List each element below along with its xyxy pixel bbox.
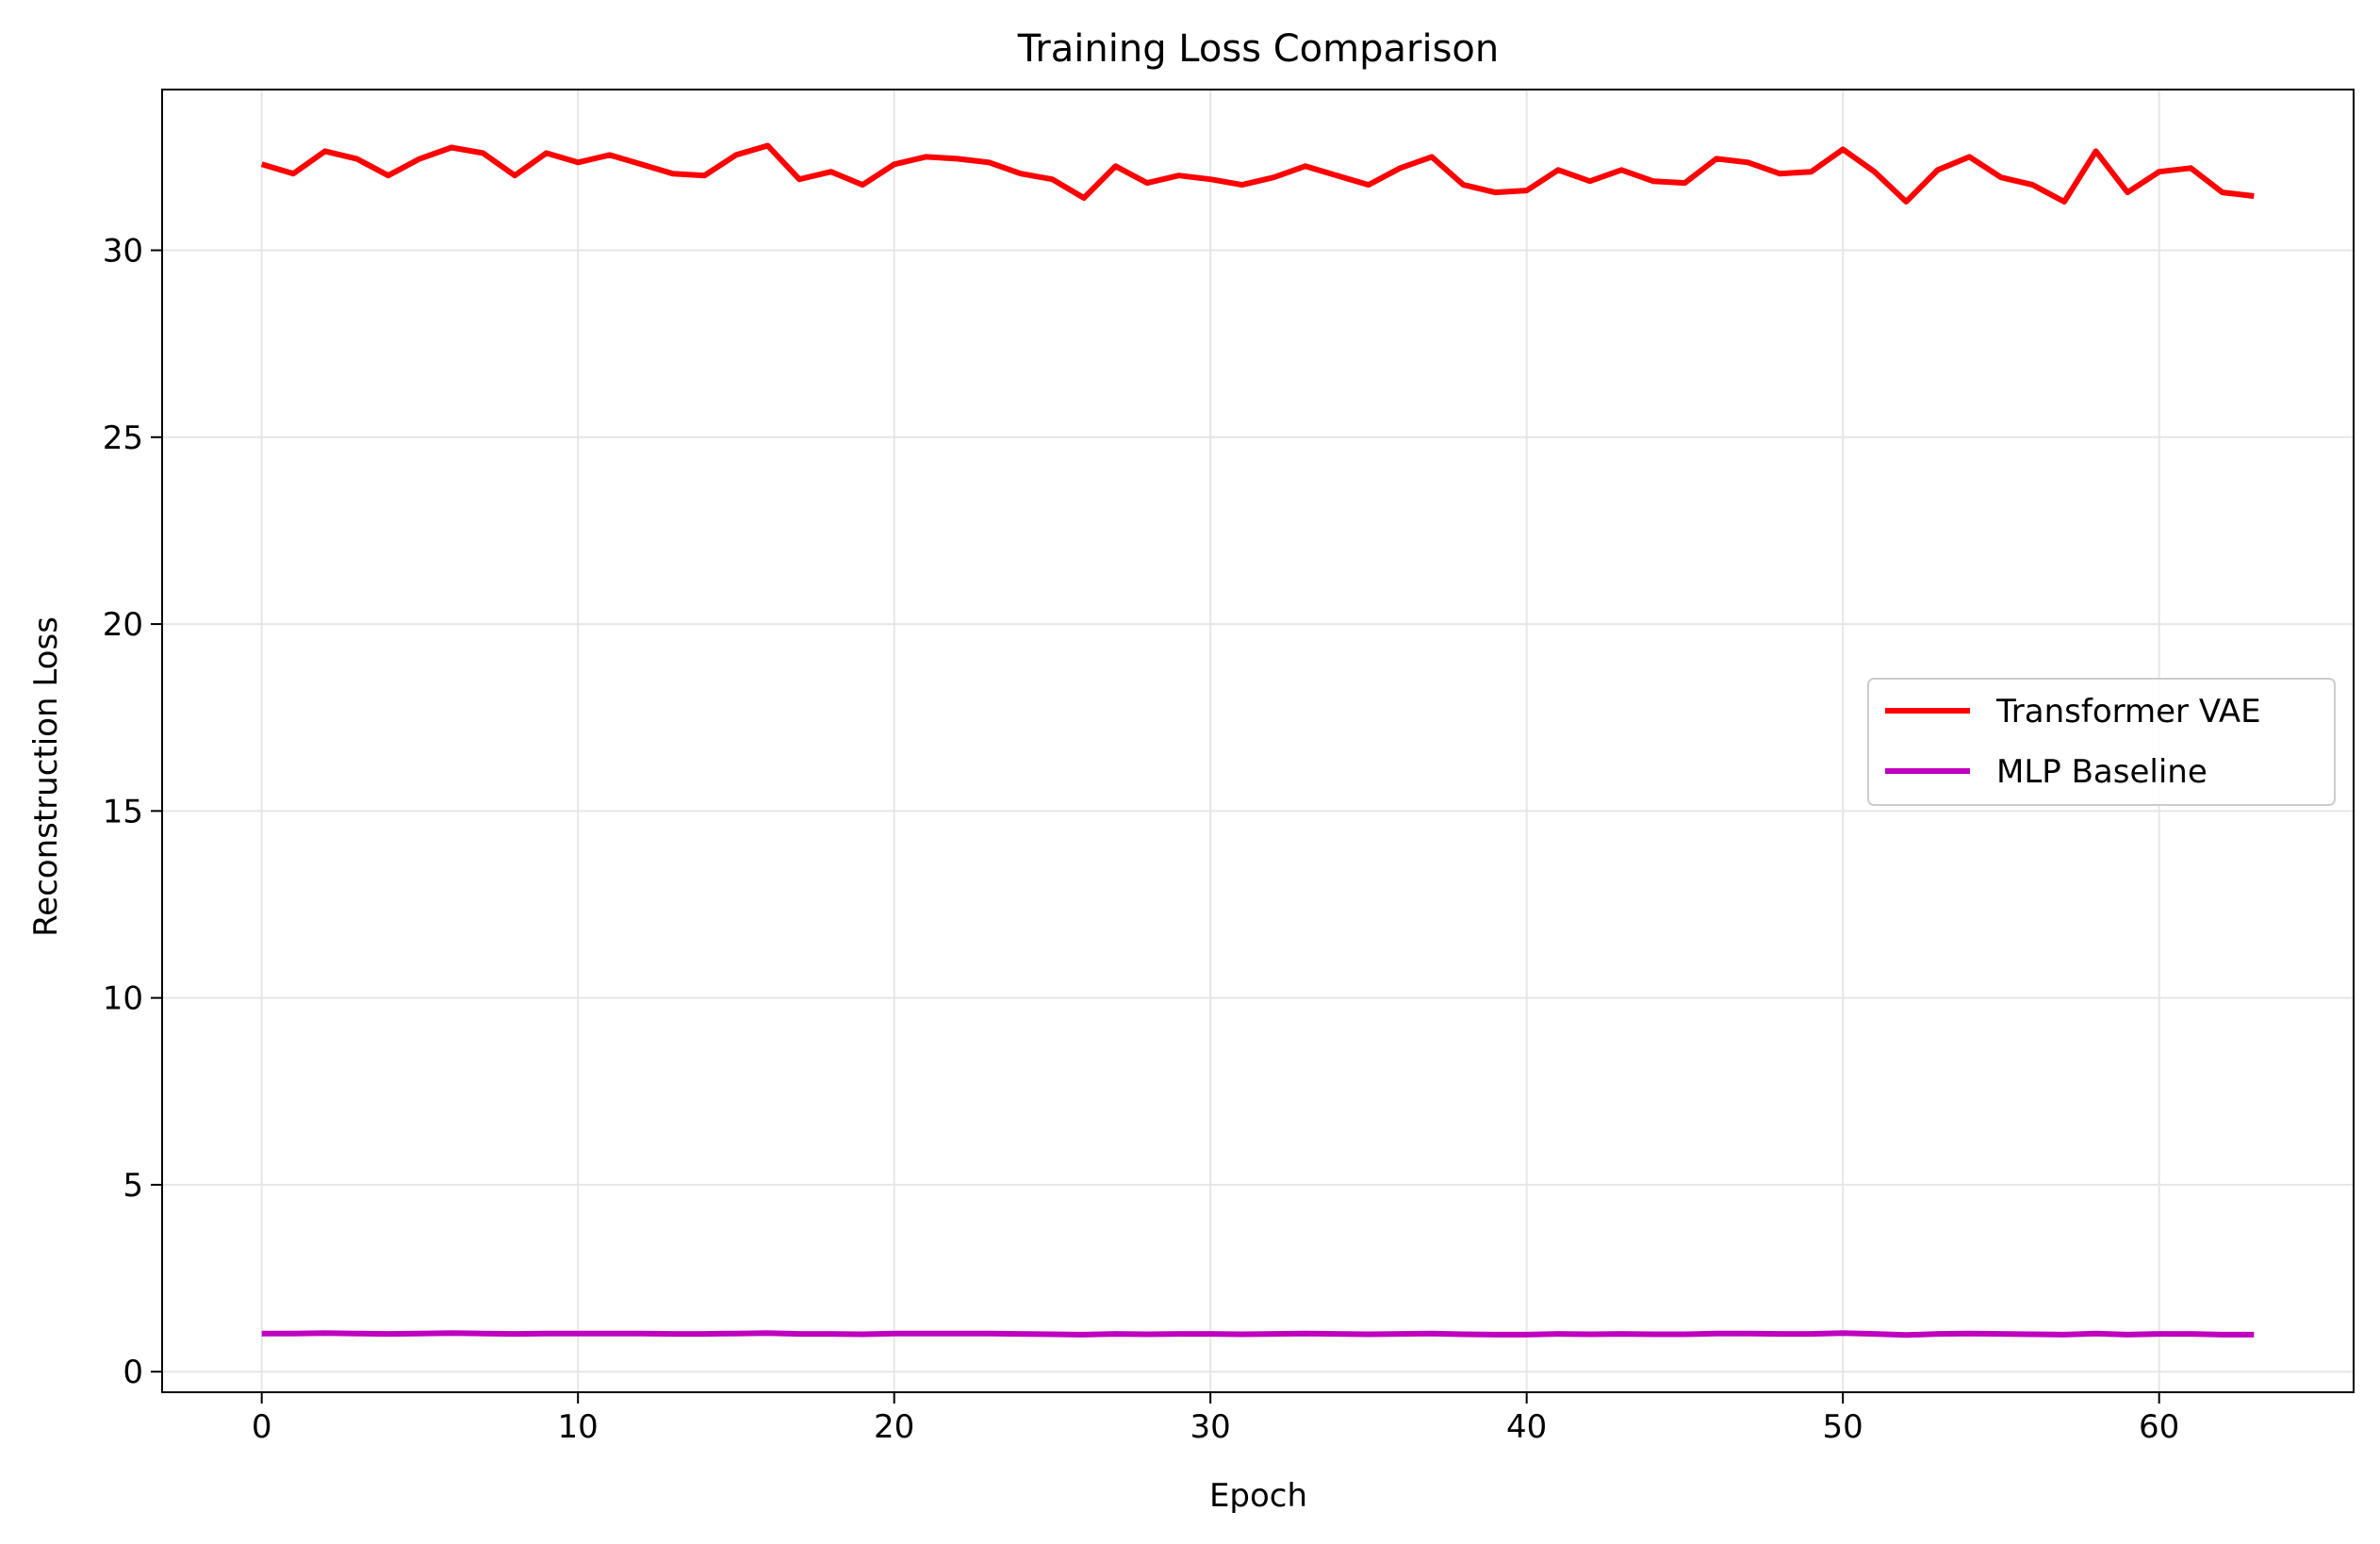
- legend: Transformer VAE MLP Baseline: [1867, 678, 2336, 806]
- y-tick-label: 30: [103, 233, 143, 271]
- legend-box: [1867, 678, 2336, 806]
- legend-label-mlp-baseline: MLP Baseline: [1996, 753, 2208, 791]
- chart-title: Training Loss Comparison: [1017, 27, 1500, 71]
- x-tick-label: 60: [2139, 1408, 2179, 1446]
- y-tick-label: 20: [103, 606, 143, 644]
- plot-area-frame: [161, 89, 2355, 1393]
- series-layer: [260, 142, 2255, 1339]
- x-tick-label: 20: [874, 1408, 914, 1446]
- x-tick-label: 30: [1190, 1408, 1231, 1446]
- series-line-transformer-vae: [260, 142, 2255, 205]
- x-tick-label: 10: [558, 1408, 599, 1446]
- y-tick-label: 5: [123, 1167, 143, 1205]
- legend-label-transformer-vae: Transformer VAE: [1995, 693, 2261, 731]
- y-axis-label: Reconstruction Loss: [27, 616, 65, 937]
- x-tick-label: 0: [252, 1408, 272, 1446]
- y-tick-label: 10: [103, 980, 143, 1018]
- y-tick-label: 25: [103, 419, 143, 457]
- grid-lines: [162, 90, 2354, 1392]
- y-tick-label: 0: [123, 1354, 143, 1391]
- x-axis-label: Epoch: [1209, 1477, 1307, 1515]
- series-line-mlp-baseline: [261, 1330, 2255, 1339]
- y-tick-label: 15: [103, 793, 143, 830]
- x-tick-label: 50: [1823, 1408, 1863, 1446]
- x-tick-label: 40: [1506, 1408, 1547, 1446]
- axis-ticks: 0 10 20 30 40 50 60 0 5 10 15 20 25 30: [103, 233, 2180, 1446]
